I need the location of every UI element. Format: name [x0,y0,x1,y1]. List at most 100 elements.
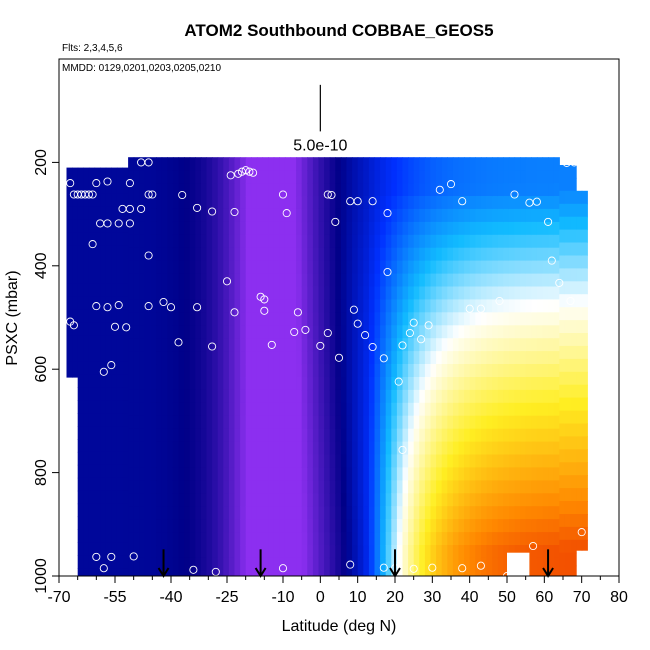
heatmap-cell [189,441,196,456]
heatmap-cell [486,299,493,313]
heatmap-cell [531,208,538,223]
heatmap-cell [324,247,331,262]
heatmap-cell [402,493,409,507]
heatmap-cell [251,299,258,313]
heatmap-cell [357,506,364,520]
heatmap-cell [206,221,213,236]
heatmap-cell [452,454,460,468]
heatmap-cell [178,402,185,417]
heatmap-cell [116,490,124,505]
heatmap-cell [105,568,112,576]
heatmap-cell [189,325,196,339]
heatmap-cell [469,325,476,339]
heatmap-cell [296,441,303,456]
heatmap-cell [251,493,258,507]
heatmap-cell [464,260,471,275]
data-point [144,251,153,260]
heatmap-cell [424,506,432,520]
heatmap-cell [492,325,499,339]
heatmap-cell [318,519,325,533]
heatmap-cell [262,299,269,313]
heatmap-cell [324,157,331,171]
heatmap-cell [72,219,79,233]
data-point [260,295,269,304]
heatmap-cell [111,335,118,350]
heatmap-cell [100,477,107,492]
heatmap-cell [167,570,174,576]
heatmap-cell [200,338,208,352]
scale-bar: 5.0e-10 [293,84,348,154]
heatmap-cell [469,196,476,210]
heatmap-cell [212,467,219,481]
heatmap-cell [413,570,420,576]
heatmap-cell [318,221,325,236]
heatmap-cell [83,322,90,337]
heatmap-cell [329,196,336,210]
heatmap-cell [464,519,471,533]
heatmap-cell [105,542,112,556]
heatmap-cell [480,480,488,494]
heatmap-cell [385,299,392,313]
heatmap-cell [189,208,196,223]
heatmap-cell [161,519,168,533]
heatmap-cell [133,208,140,223]
heatmap-cell [111,180,118,194]
heatmap-cell [508,221,516,236]
heatmap-cell [172,480,180,494]
heatmap-cell [464,377,471,391]
heatmap-cell [385,389,392,404]
heatmap-cell [430,428,437,443]
heatmap-cell [447,183,454,197]
heatmap-cell [133,557,140,572]
heatmap-cell [497,338,504,352]
heatmap-cell [374,208,381,223]
heatmap-cell [279,247,286,262]
heatmap-cell [245,454,252,468]
heatmap-cell [357,557,364,572]
heatmap-cell [424,441,432,456]
heatmap-cell [564,203,572,218]
heatmap-cell [581,333,588,347]
heatmap-cell [548,377,555,391]
flights-subtitle: Flts: 2,3,4,5,6 [62,43,123,54]
heatmap-cell [441,196,448,210]
heatmap-cell [150,506,157,520]
heatmap-cell [133,519,140,533]
heatmap-cell [262,247,269,262]
heatmap-cell [497,467,504,481]
heatmap-cell [262,221,269,236]
heatmap-cell [301,338,308,352]
heatmap-cell [307,247,314,262]
heatmap-cell [346,157,353,171]
heatmap-cell [139,532,146,546]
heatmap-cell [424,493,432,507]
heatmap-cell [189,519,196,533]
heatmap-cell [72,232,79,246]
data-point [159,297,168,307]
heatmap-cell [200,532,208,546]
heatmap-cell [240,454,247,468]
heatmap-cell [374,364,381,378]
heatmap-cell [318,351,325,365]
heatmap-cell [240,532,247,546]
heatmap-cell [447,441,454,456]
heatmap-cell [464,532,471,546]
heatmap-cell [503,557,510,572]
heatmap-cell [368,170,376,184]
heatmap-cell [156,570,163,576]
heatmap-cell [273,377,280,391]
heatmap-cell [570,371,577,386]
heatmap-cell [352,454,359,468]
heatmap-cell [245,351,252,365]
heatmap-cell [480,441,488,456]
heatmap-cell [206,428,213,443]
heatmap-cell [357,415,364,430]
heatmap-cell [223,493,230,507]
heatmap-cell [312,221,320,236]
heatmap-cell [324,557,331,572]
heatmap-cell [94,400,101,414]
heatmap-cell [458,428,465,443]
heatmap-cell [492,208,499,223]
heatmap-cell [548,454,555,468]
heatmap-cell [475,506,482,520]
